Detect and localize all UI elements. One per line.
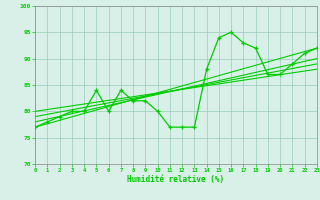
X-axis label: Humidité relative (%): Humidité relative (%)	[127, 175, 225, 184]
